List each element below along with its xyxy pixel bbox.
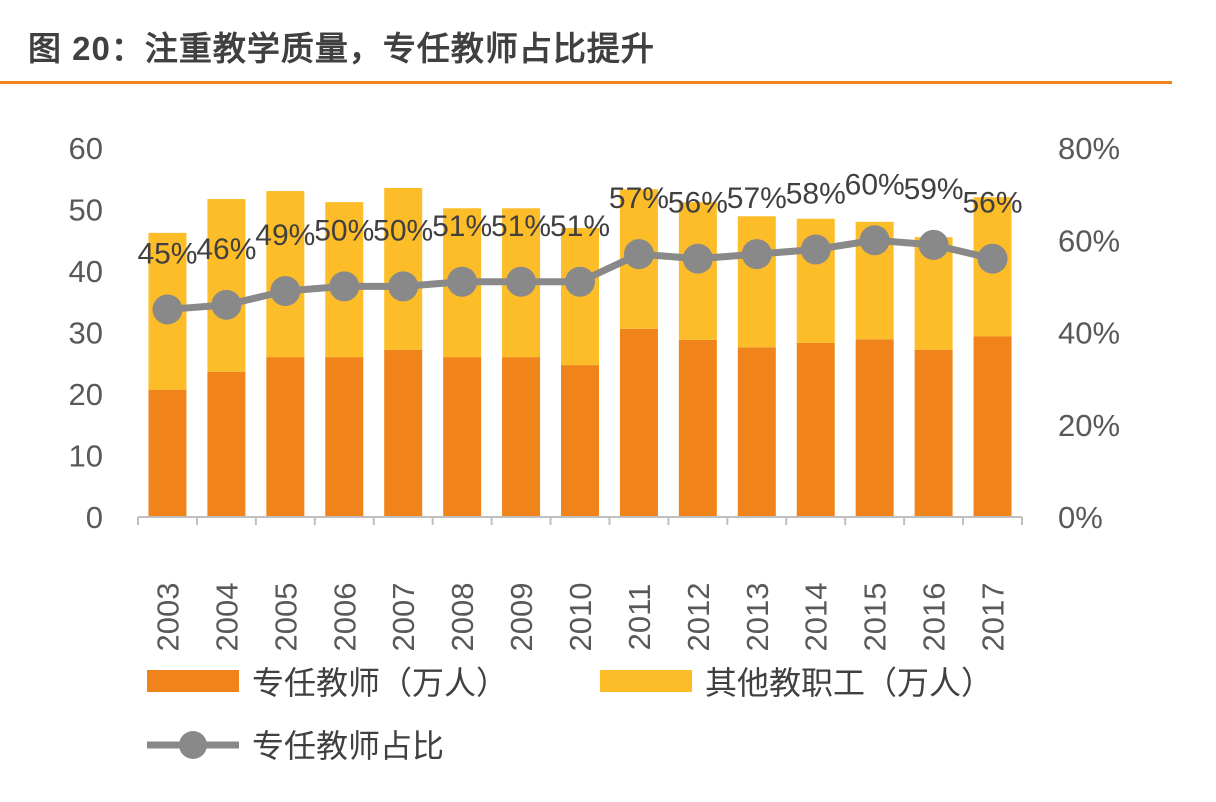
ratio-data-label: 58% [786, 177, 846, 210]
legend-marker-ratio [179, 731, 207, 759]
ratio-data-label: 56% [963, 187, 1023, 220]
x-tick-label: 2012 [681, 583, 716, 652]
ratio-data-label: 51% [491, 210, 551, 243]
y-tick-label: 40 [69, 254, 103, 289]
title-divider [0, 81, 1172, 84]
x-tick-label: 2008 [445, 583, 480, 652]
ratio-point-2017 [977, 243, 1008, 274]
ratio-point-2003 [152, 294, 183, 325]
bar-teachers-2009 [502, 357, 541, 517]
ratio-data-label: 59% [904, 173, 964, 206]
bar-other-2004 [207, 199, 246, 372]
x-tick-label: 2009 [504, 583, 539, 652]
x-tick-label: 2014 [799, 583, 834, 652]
ratio-data-label: 50% [314, 214, 374, 247]
x-tick-label: 2017 [976, 583, 1011, 652]
x-tick-label: 2010 [563, 583, 598, 652]
ratio-point-2012 [682, 243, 713, 274]
bar-teachers-2017 [973, 336, 1012, 517]
y-tick-label: 10 [69, 439, 103, 474]
y-tick-label: 20 [69, 377, 103, 412]
bar-teachers-2005 [266, 357, 305, 517]
bar-teachers-2008 [443, 357, 482, 517]
bar-other-2005 [266, 191, 305, 358]
y2-tick-label: 20% [1058, 408, 1120, 443]
ratio-point-2015 [859, 225, 890, 256]
bar-other-2013 [737, 216, 776, 348]
ratio-data-label: 51% [550, 210, 610, 243]
y-tick-label: 0 [86, 500, 103, 535]
bar-teachers-2016 [914, 349, 953, 517]
bar-teachers-2003 [148, 389, 187, 517]
ratio-point-2009 [506, 266, 537, 297]
ratio-data-label: 45% [137, 237, 197, 270]
legend-swatch-teachers [147, 670, 239, 692]
ratio-point-2010 [565, 266, 595, 297]
y2-tick-label: 60% [1058, 223, 1120, 258]
bar-teachers-2014 [796, 342, 835, 517]
x-tick-label: 2016 [917, 583, 952, 652]
bar-teachers-2012 [678, 339, 717, 517]
ratio-data-label: 56% [668, 187, 728, 220]
ratio-point-2005 [270, 275, 301, 306]
ratio-point-2004 [211, 289, 242, 320]
ratio-point-2011 [623, 239, 654, 270]
ratio-point-2014 [800, 234, 831, 265]
y2-tick-label: 80% [1058, 131, 1120, 166]
bar-teachers-2015 [855, 339, 894, 517]
ratio-data-label: 57% [727, 182, 787, 215]
ratio-data-label: 50% [373, 214, 433, 247]
y-tick-label: 30 [69, 316, 103, 351]
chart-title: 图 20：注重教学质量，专任教师占比提升 [28, 30, 655, 67]
ratio-data-label: 46% [196, 233, 256, 266]
bar-teachers-2010 [561, 365, 599, 517]
legend-swatch-other [600, 670, 692, 692]
ratio-data-label: 60% [845, 168, 905, 201]
x-tick-label: 2006 [327, 583, 362, 652]
y2-tick-label: 40% [1058, 316, 1120, 351]
ratio-point-2016 [918, 229, 949, 260]
legend-label-ratio: 专任教师占比 [252, 728, 444, 764]
bar-teachers-2006 [325, 357, 364, 517]
ratio-data-label: 49% [255, 219, 315, 252]
y2-tick-label: 0% [1058, 500, 1103, 535]
y-tick-label: 50 [69, 193, 103, 228]
bar-other-2007 [384, 187, 423, 350]
x-tick-label: 2013 [740, 583, 775, 652]
x-tick-label: 2003 [150, 583, 185, 652]
legend-label-other: 其他教职工（万人） [705, 665, 993, 701]
bar-teachers-2007 [384, 349, 423, 517]
ratio-point-2006 [329, 271, 360, 302]
legend-label-teachers: 专任教师（万人） [252, 665, 508, 701]
ratio-point-2008 [447, 266, 478, 297]
x-tick-label: 2015 [858, 583, 893, 652]
x-tick-label: 2004 [209, 583, 244, 652]
ratio-data-label: 51% [432, 210, 492, 243]
bar-teachers-2011 [619, 328, 658, 517]
y-tick-label: 60 [69, 131, 103, 166]
bar-teachers-2004 [207, 371, 246, 517]
ratio-data-label: 57% [609, 182, 669, 215]
ratio-point-2013 [741, 239, 772, 270]
bar-teachers-2013 [737, 347, 776, 517]
x-tick-label: 2005 [268, 583, 303, 652]
x-tick-label: 2011 [622, 584, 657, 651]
ratio-point-2007 [388, 271, 419, 302]
x-tick-label: 2007 [386, 583, 421, 652]
